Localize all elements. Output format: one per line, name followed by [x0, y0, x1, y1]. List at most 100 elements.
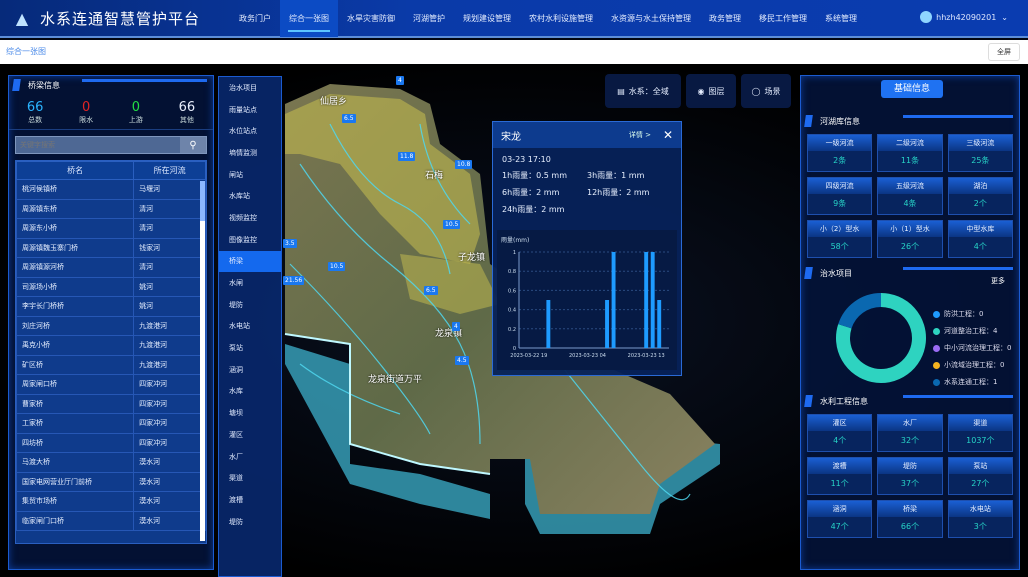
bar[interactable]: [650, 252, 655, 348]
table-row[interactable]: 周家闸口桥 四家冲河: [16, 374, 206, 395]
table-row[interactable]: 司源场小桥 姚河: [16, 276, 206, 297]
table-row[interactable]: 四坊桥 四家冲河: [16, 432, 206, 453]
legend-item[interactable]: 防洪工程：0: [933, 309, 1011, 319]
layer-item[interactable]: 水电站: [229, 322, 250, 331]
table-row[interactable]: 李宇长门桥桥 姚河: [16, 296, 206, 317]
map-marker[interactable]: 21.56: [283, 276, 305, 285]
legend-item[interactable]: 小流域治理工程：0: [933, 360, 1011, 370]
table-row[interactable]: 禹克小桥 九渡港河: [16, 335, 206, 356]
nav-item[interactable]: 系统管理: [825, 13, 857, 23]
column-header[interactable]: 所在河流: [133, 161, 206, 180]
nav-item[interactable]: 政务门户: [239, 13, 271, 23]
map-marker[interactable]: 10.5: [443, 220, 461, 229]
layer-item[interactable]: 堤防: [229, 517, 243, 526]
map-marker[interactable]: 4.5: [455, 356, 469, 365]
layer-item[interactable]: 涵洞: [229, 365, 243, 374]
stat-card[interactable]: 泵站 27个: [947, 457, 1013, 495]
fullscreen-button[interactable]: 全屏: [988, 43, 1020, 61]
donut-slice[interactable]: [836, 293, 926, 383]
layer-item[interactable]: 桥梁: [219, 250, 281, 273]
stat-card[interactable]: 二级河流 11条: [877, 134, 943, 172]
map-marker[interactable]: 3.5: [283, 239, 297, 248]
bar[interactable]: [611, 252, 616, 348]
layer-item[interactable]: 图像监控: [229, 235, 257, 244]
table-row[interactable]: 工家桥 四家冲河: [16, 413, 206, 434]
table-row[interactable]: 矿区桥 九渡港河: [16, 354, 206, 375]
map-marker[interactable]: 6.5: [342, 114, 356, 123]
nav-item[interactable]: 水旱灾害防御: [347, 13, 395, 23]
bar[interactable]: [546, 300, 551, 348]
nav-item[interactable]: 农村水利设施管理: [529, 13, 593, 23]
layer-item[interactable]: 水库站: [229, 192, 250, 201]
layer-item[interactable]: 灌区: [229, 430, 243, 439]
stat-card[interactable]: 中型水库 4个: [947, 220, 1013, 258]
nav-item[interactable]: 综合一张图: [280, 0, 338, 37]
nav-item[interactable]: 河湖管护: [413, 13, 445, 23]
layer-item[interactable]: 渡槽: [229, 495, 243, 504]
stat-card[interactable]: 湖泊 2个: [947, 177, 1013, 215]
table-row[interactable]: 周源东小桥 清河: [16, 218, 206, 239]
stat-card[interactable]: 水电站 3个: [947, 500, 1013, 538]
table-row[interactable]: 集贸市场桥 漠水河: [16, 491, 206, 512]
more-link[interactable]: 更多: [991, 277, 1005, 285]
layer-item[interactable]: 泵站: [229, 344, 243, 353]
search-input[interactable]: [16, 137, 180, 153]
map-marker[interactable]: 11.8: [398, 152, 416, 161]
table-row[interactable]: 曹家桥 四家冲河: [16, 393, 206, 414]
map-marker[interactable]: 10.5: [328, 262, 346, 271]
nav-item[interactable]: 水资源与水土保持管理: [611, 13, 691, 23]
nav-item[interactable]: 政务管理: [709, 13, 741, 23]
layer-item[interactable]: 渠道: [229, 474, 243, 483]
column-header[interactable]: 桥名: [16, 161, 135, 180]
bar[interactable]: [605, 300, 609, 348]
stat-card[interactable]: 桥梁 66个: [877, 500, 943, 538]
stat-card[interactable]: 涵洞 47个: [807, 500, 873, 538]
table-scrollbar[interactable]: [200, 181, 205, 541]
bar[interactable]: [644, 252, 649, 348]
stat-card[interactable]: 一级河流 2条: [807, 134, 873, 172]
stat-card[interactable]: 灌区 4个: [807, 414, 873, 452]
legend-item[interactable]: 河道整治工程：4: [933, 326, 1011, 336]
legend-item[interactable]: 中小河流治理工程：0: [933, 343, 1011, 353]
layer-item[interactable]: 塘坝: [229, 409, 243, 418]
map-marker[interactable]: 6.5: [424, 286, 438, 295]
stat-card[interactable]: 小（2）型水 58个: [807, 220, 873, 258]
stat-card[interactable]: 三级河流 25条: [947, 134, 1013, 172]
stat-card[interactable]: 渠道 1037个: [947, 414, 1013, 452]
user-menu[interactable]: hhzh42090201 ⌄: [920, 11, 1008, 23]
layer-item[interactable]: 闸站: [229, 170, 243, 179]
table-row[interactable]: 周源镇东桥 清河: [16, 198, 206, 219]
nav-item[interactable]: 移民工作管理: [759, 13, 807, 23]
layer-item[interactable]: 水闸: [229, 279, 243, 288]
stat-card[interactable]: 堤防 37个: [877, 457, 943, 495]
bar[interactable]: [657, 300, 662, 348]
table-row[interactable]: 周源镇魏玉寨门桥 钱家河: [16, 237, 206, 258]
layer-item[interactable]: 雨量站点: [229, 105, 257, 114]
nav-item[interactable]: 规划建设管理: [463, 13, 511, 23]
water-system-filter-button[interactable]: ▤ 水系：全域: [605, 74, 681, 108]
layer-item[interactable]: 水厂: [229, 452, 243, 461]
layer-button[interactable]: ◉ 图层: [686, 74, 736, 108]
layer-item[interactable]: 墒情监测: [229, 148, 257, 157]
table-row[interactable]: 桃河侯镇桥 马堰河: [16, 179, 206, 200]
layer-item[interactable]: 水库: [229, 387, 243, 396]
layer-item[interactable]: 视频监控: [229, 213, 257, 222]
donut-slice[interactable]: [838, 293, 882, 329]
table-row[interactable]: 周源镇源河桥 清河: [16, 257, 206, 278]
table-row[interactable]: 临家闸门口桥 漠水河: [16, 510, 206, 531]
table-row[interactable]: 刘庄河桥 九渡港河: [16, 315, 206, 336]
scene-button[interactable]: ◯ 场景: [741, 74, 791, 108]
breadcrumb[interactable]: 综合一张图: [6, 47, 46, 56]
table-row[interactable]: 马渡大桥 漠水河: [16, 452, 206, 473]
stat-card[interactable]: 渡槽 11个: [807, 457, 873, 495]
layer-item[interactable]: 水位站点: [229, 127, 257, 136]
stat-card[interactable]: 四级河流 9条: [807, 177, 873, 215]
map-marker[interactable]: 4: [396, 76, 404, 85]
stat-card[interactable]: 小（1）型水 26个: [877, 220, 943, 258]
close-icon[interactable]: ✕: [662, 128, 673, 142]
stat-card[interactable]: 水厂 32个: [877, 414, 943, 452]
layer-item[interactable]: 治水项目: [229, 83, 257, 92]
map-marker[interactable]: 10.8: [455, 160, 473, 169]
search-icon[interactable]: ⚲: [180, 137, 206, 153]
stat-card[interactable]: 五级河流 4条: [877, 177, 943, 215]
